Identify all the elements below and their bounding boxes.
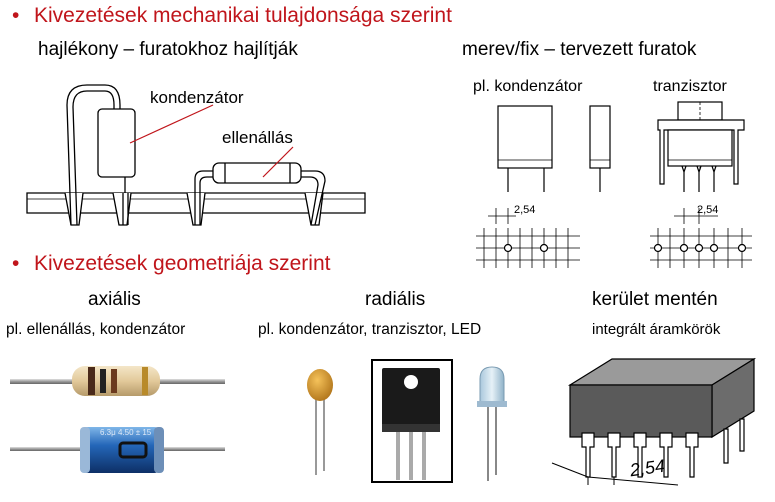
rigid-transistor-drawing	[650, 101, 752, 268]
pitch-label-transistor: 2,54	[697, 204, 719, 216]
axial-capacitor-image	[10, 427, 225, 473]
section1-title-text: Kivezetések mechanikai tulajdonsága szer…	[34, 4, 452, 27]
label-resistor: ellenállás	[222, 128, 293, 147]
perimeter-examples: integrált áramkörök	[592, 321, 721, 338]
radial-examples: pl. kondenzátor, tranzisztor, LED	[258, 321, 482, 338]
bullet: •	[12, 4, 20, 27]
axial-resistor-image	[10, 366, 225, 396]
rigid-heading: merev/fix – tervezett furatok	[462, 39, 697, 60]
rigid-capacitor-drawing	[476, 105, 611, 268]
label-capacitor: kondenzátor	[150, 88, 244, 107]
capacitor-marking: 6.3μ 4.50 ± 15	[100, 428, 152, 437]
bullet: •	[12, 252, 20, 275]
section2-title-text: Kivezetések geometriája szerint	[34, 252, 331, 275]
label-pl-capacitor: pl. kondenzátor	[473, 78, 583, 95]
section1-title: • Kivezetések mechanikai tulajdonsága sze…	[12, 4, 452, 28]
radial-capacitor-image	[307, 369, 333, 475]
section2-title: • Kivezetések geometriája szerint	[12, 252, 330, 276]
flexible-heading: hajlékony – furatokhoz hajlítják	[38, 39, 298, 60]
radial-led-image	[477, 366, 507, 481]
flexible-lead-drawing	[26, 84, 366, 226]
radial-heading: radiális	[365, 289, 426, 310]
label-transistor: tranzisztor	[653, 78, 727, 95]
axial-heading: axiális	[88, 289, 141, 310]
radial-transistor-image	[371, 359, 453, 483]
dip-ic-drawing	[551, 357, 757, 486]
axial-examples: pl. ellenállás, kondenzátor	[6, 321, 186, 338]
pitch-label-capacitor: 2,54	[514, 204, 536, 216]
perimeter-heading: kerület mentén	[592, 289, 718, 310]
